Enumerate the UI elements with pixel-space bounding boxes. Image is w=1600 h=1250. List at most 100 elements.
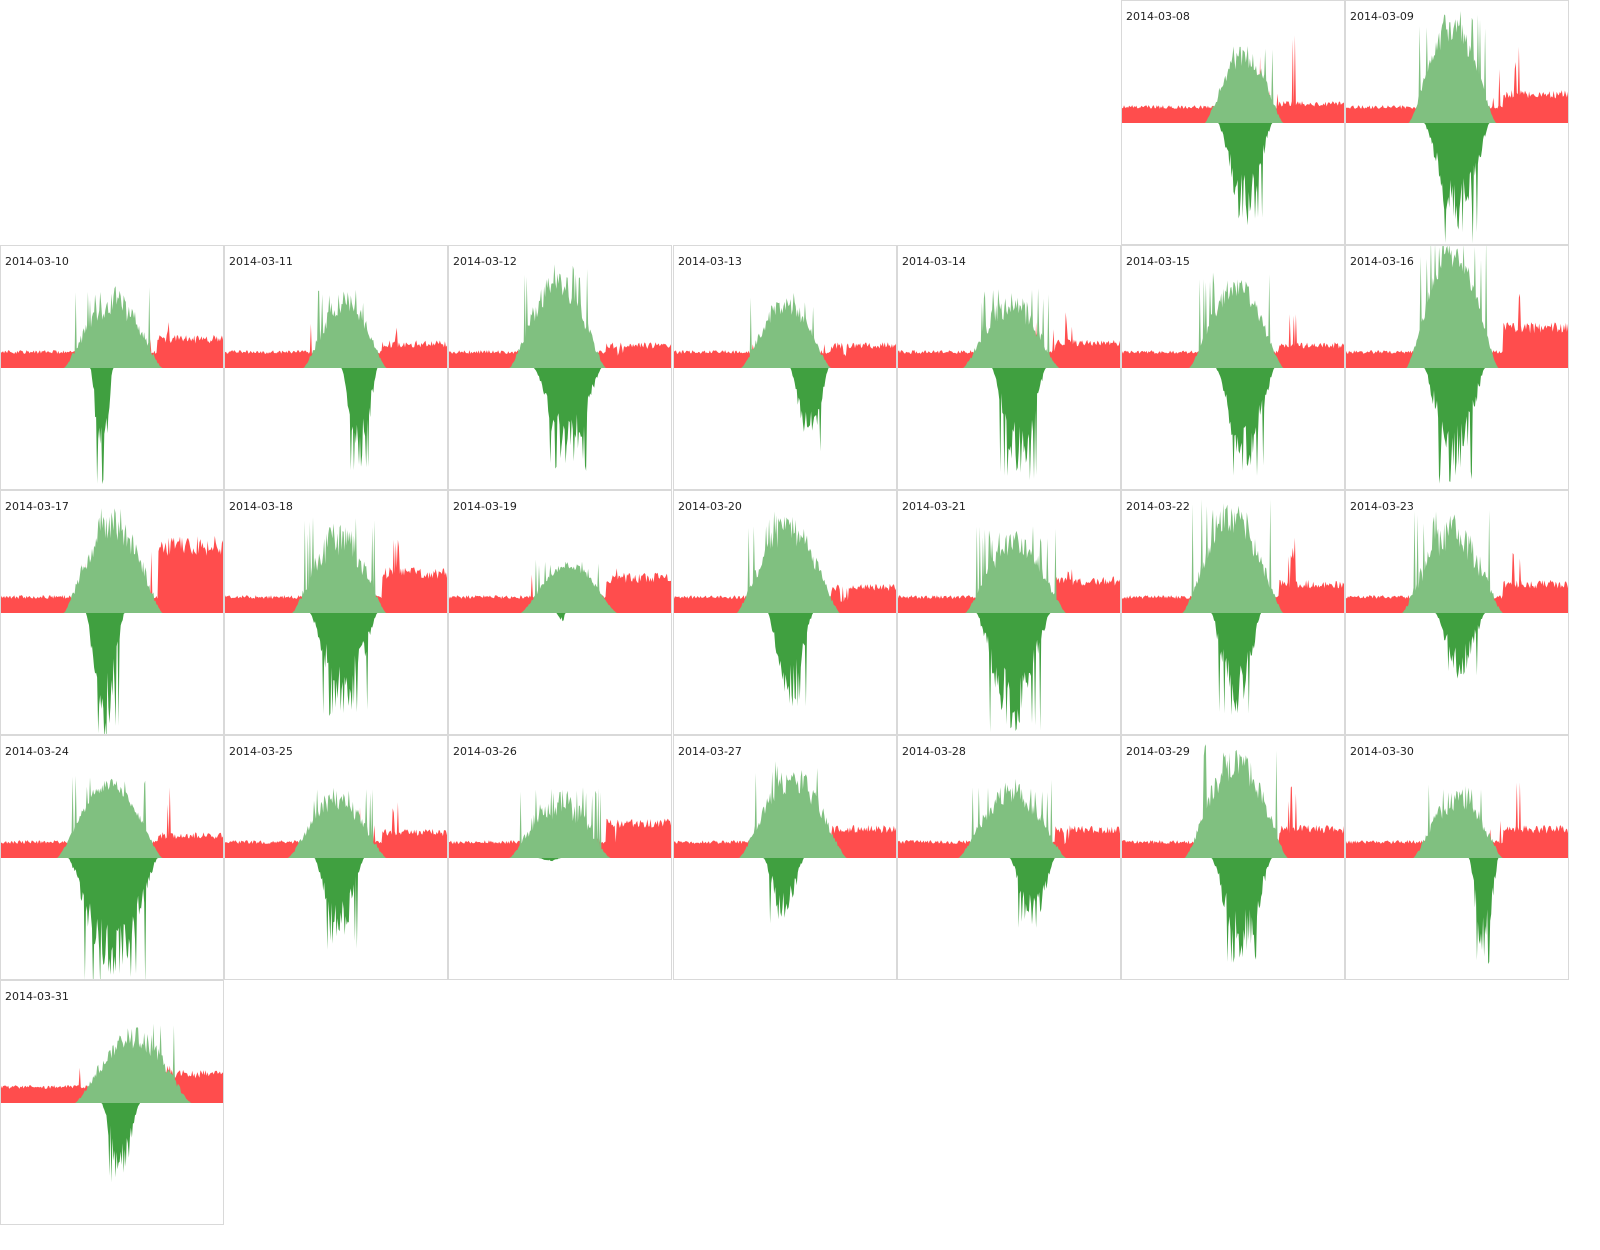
production-area: [1122, 272, 1344, 368]
day-chart: [898, 526, 1120, 732]
production-area: [449, 787, 671, 858]
day-cell: 2014-03-20: [673, 490, 897, 735]
production-area: [225, 517, 447, 613]
day-cell: 2014-03-16: [1345, 245, 1569, 490]
day-label: 2014-03-11: [229, 255, 293, 268]
day-cell: 2014-03-29: [1121, 735, 1345, 980]
production-area: [1, 775, 223, 858]
consumption-area: [1346, 46, 1568, 123]
day-label: 2014-03-13: [678, 255, 742, 268]
day-chart: [674, 511, 896, 707]
day-cell: 2014-03-28: [897, 735, 1121, 980]
day-cell: 2014-03-22: [1121, 490, 1345, 735]
day-label: 2014-03-18: [229, 500, 293, 513]
production-area: [1122, 499, 1344, 613]
day-chart: [1, 775, 223, 979]
consumption-area: [449, 568, 671, 613]
export-area: [1122, 613, 1344, 716]
day-cell: 2014-03-15: [1121, 245, 1345, 490]
consumption-area: [1346, 553, 1568, 613]
production-area: [674, 292, 896, 368]
day-label: 2014-03-20: [678, 500, 742, 513]
day-label: 2014-03-12: [453, 255, 517, 268]
day-chart: [1122, 272, 1344, 476]
day-chart: [225, 517, 447, 716]
export-area: [674, 858, 896, 924]
day-label: 2014-03-28: [902, 745, 966, 758]
export-area: [449, 858, 671, 862]
day-label: 2014-03-25: [229, 745, 293, 758]
production-area: [449, 559, 671, 613]
production-area: [1346, 11, 1568, 123]
production-area: [1, 508, 223, 613]
export-area: [449, 368, 671, 471]
export-area: [1, 1103, 223, 1183]
export-area: [1346, 613, 1568, 679]
day-chart: [1346, 11, 1568, 244]
export-area: [1346, 368, 1568, 484]
consumption-area: [1346, 782, 1568, 858]
export-area: [898, 368, 1120, 481]
day-cell: 2014-03-17: [0, 490, 224, 735]
day-cell: 2014-03-11: [224, 245, 448, 490]
export-area: [1346, 858, 1568, 964]
export-area: [1122, 123, 1344, 226]
consumption-area: [1122, 786, 1344, 858]
day-chart: [1, 508, 223, 734]
day-label: 2014-03-14: [902, 255, 966, 268]
day-label: 2014-03-29: [1126, 745, 1190, 758]
production-area: [449, 264, 671, 368]
day-label: 2014-03-21: [902, 500, 966, 513]
day-chart: [1, 1023, 223, 1183]
export-area: [1, 368, 223, 484]
day-chart: [225, 787, 447, 950]
day-label: 2014-03-08: [1126, 10, 1190, 23]
consumption-area: [1, 787, 223, 858]
day-chart: [898, 288, 1120, 481]
day-cell: 2014-03-30: [1345, 735, 1569, 980]
consumption-area: [1122, 537, 1344, 613]
day-cell: 2014-03-09: [1345, 0, 1569, 245]
export-area: [1, 613, 223, 734]
day-chart: [1346, 510, 1568, 679]
production-area: [1346, 784, 1568, 858]
day-chart: [1346, 782, 1568, 964]
export-area: [898, 613, 1120, 732]
consumption-area: [898, 825, 1120, 858]
day-cell: 2014-03-25: [224, 735, 448, 980]
export-area: [449, 613, 671, 622]
consumption-area: [1346, 293, 1568, 368]
day-label: 2014-03-26: [453, 745, 517, 758]
day-chart: [225, 289, 447, 471]
export-area: [1346, 123, 1568, 244]
day-cell: 2014-03-14: [897, 245, 1121, 490]
export-area: [1122, 368, 1344, 476]
consumption-area: [225, 802, 447, 858]
day-label: 2014-03-31: [5, 990, 69, 1003]
day-chart: [1346, 246, 1568, 484]
day-label: 2014-03-23: [1350, 500, 1414, 513]
day-cell: 2014-03-24: [0, 735, 224, 980]
day-label: 2014-03-17: [5, 500, 69, 513]
production-area: [898, 288, 1120, 368]
day-chart: [1122, 744, 1344, 963]
day-label: 2014-03-27: [678, 745, 742, 758]
day-cell: 2014-03-26: [448, 735, 672, 980]
day-label: 2014-03-09: [1350, 10, 1414, 23]
day-cell: 2014-03-13: [673, 245, 897, 490]
export-area: [225, 368, 447, 471]
consumption-area: [1, 322, 223, 368]
export-area: [225, 613, 447, 716]
production-area: [1, 1023, 223, 1103]
day-label: 2014-03-15: [1126, 255, 1190, 268]
production-area: [225, 289, 447, 368]
day-chart: [449, 264, 671, 471]
day-label: 2014-03-24: [5, 745, 69, 758]
production-area: [674, 511, 896, 613]
consumption-area: [1122, 308, 1344, 368]
day-cell: 2014-03-31: [0, 980, 224, 1225]
day-chart: [449, 559, 671, 622]
production-area: [1346, 246, 1568, 368]
consumption-area: [449, 818, 671, 858]
